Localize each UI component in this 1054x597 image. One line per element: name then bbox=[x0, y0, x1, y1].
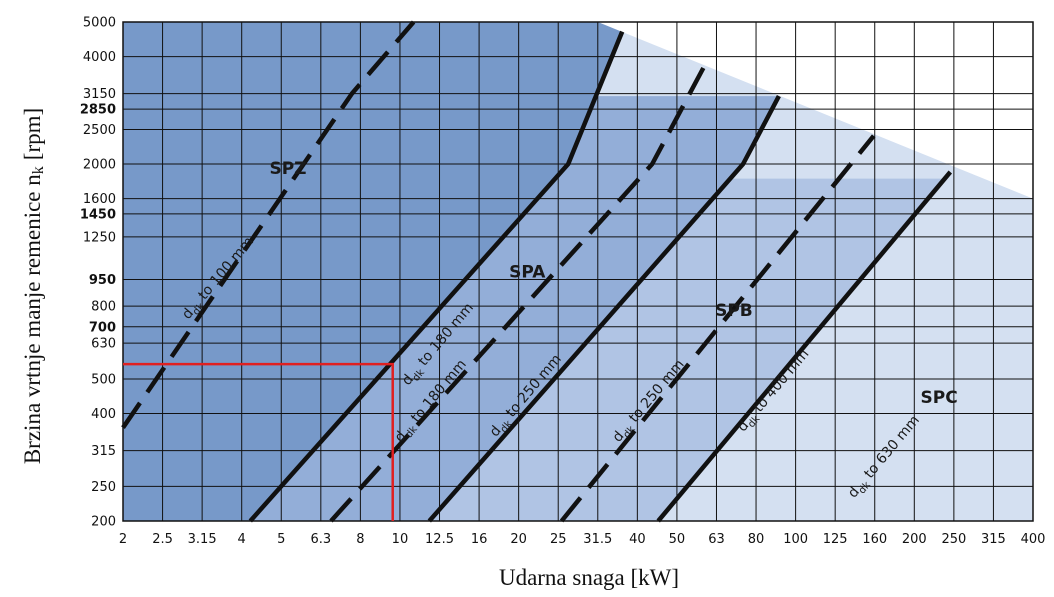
x-tick-labels: 2 2.5 3.15 4 5 6.3 8 10 12.5 16 20 25 31.5 40 50 63 80 10… bbox=[119, 532, 1046, 547]
x-tick-label: 8 bbox=[356, 532, 364, 547]
y-tick-label: 2850 bbox=[80, 103, 116, 118]
y-axis-title-subscript: k bbox=[30, 166, 47, 174]
x-tick-label: 200 bbox=[902, 532, 927, 547]
series-lines bbox=[121, 20, 953, 523]
y-tick-label: 2000 bbox=[83, 158, 116, 173]
x-tick-label: 6.3 bbox=[310, 532, 331, 547]
x-tick-label: 2 bbox=[119, 532, 127, 547]
y-tick-label: 2500 bbox=[83, 123, 116, 138]
x-tick-label: 160 bbox=[862, 532, 887, 547]
x-tick-label: 80 bbox=[748, 532, 765, 547]
boundary-fill bbox=[597, 22, 1033, 199]
y-axis-title-main: Brzina vrtnje manje remenice n bbox=[20, 174, 45, 464]
zone-label-spz: SPZ bbox=[269, 159, 306, 179]
zone-spz-fill bbox=[123, 22, 625, 521]
y-tick-label: 4000 bbox=[83, 50, 116, 65]
y-tick-label: 5000 bbox=[83, 16, 116, 31]
marker-line bbox=[123, 362, 394, 521]
x-tick-label: 16 bbox=[471, 532, 488, 547]
y-tick-label: 1600 bbox=[83, 192, 116, 207]
x-axis-title: Udarna snaga [kW] bbox=[499, 565, 679, 590]
series-line-2 bbox=[329, 63, 708, 523]
series-line-4 bbox=[559, 134, 876, 523]
zone-label-spc: SPC bbox=[920, 388, 957, 408]
x-tick-label: 25 bbox=[550, 532, 567, 547]
y-axis-title-unit: [rpm] bbox=[20, 108, 45, 160]
x-tick-label: 4 bbox=[238, 532, 246, 547]
series-line-3 bbox=[427, 95, 781, 523]
series-line-0 bbox=[121, 20, 416, 429]
x-tick-label: 125 bbox=[823, 532, 848, 547]
y-tick-label: 950 bbox=[89, 273, 116, 288]
series-line-5 bbox=[656, 170, 953, 523]
x-tick-label: 2.5 bbox=[152, 532, 173, 547]
grid-lines bbox=[122, 21, 1034, 522]
x-tick-label: 40 bbox=[629, 532, 646, 547]
x-tick-label: 3.15 bbox=[188, 532, 217, 547]
x-tick-label: 12.5 bbox=[425, 532, 454, 547]
y-tick-label: 250 bbox=[91, 480, 116, 495]
zone-label-spa: SPA bbox=[509, 263, 546, 283]
y-tick-label: 800 bbox=[91, 300, 116, 315]
plot-frame bbox=[122, 21, 1034, 522]
x-tick-label: 31.5 bbox=[583, 532, 612, 547]
x-tick-label: 315 bbox=[981, 532, 1006, 547]
x-tick-label: 63 bbox=[708, 532, 725, 547]
x-tick-label: 5 bbox=[277, 532, 285, 547]
x-tick-label: 250 bbox=[941, 532, 966, 547]
y-axis-title: Brzina vrtnje manje remenice nk [rpm] bbox=[20, 108, 47, 464]
y-tick-label: 400 bbox=[91, 407, 116, 422]
zone-label-spb: SPB bbox=[715, 301, 753, 321]
x-tick-label: 100 bbox=[783, 532, 808, 547]
series-line-1 bbox=[248, 30, 625, 523]
y-tick-label: 1250 bbox=[83, 230, 116, 245]
x-tick-label: 10 bbox=[392, 532, 409, 547]
y-tick-label: 1450 bbox=[80, 207, 116, 222]
y-tick-label: 500 bbox=[91, 372, 116, 387]
y-tick-label: 200 bbox=[91, 515, 116, 530]
y-tick-label: 315 bbox=[91, 444, 116, 459]
marker-lines bbox=[123, 362, 394, 521]
x-tick-label: 400 bbox=[1021, 532, 1046, 547]
y-tick-label: 630 bbox=[91, 337, 116, 352]
y-tick-label: 700 bbox=[89, 320, 116, 335]
x-tick-label: 50 bbox=[669, 532, 686, 547]
x-tick-label: 20 bbox=[510, 532, 527, 547]
y-tick-label: 3150 bbox=[83, 87, 116, 102]
zone-areas bbox=[123, 22, 1033, 521]
